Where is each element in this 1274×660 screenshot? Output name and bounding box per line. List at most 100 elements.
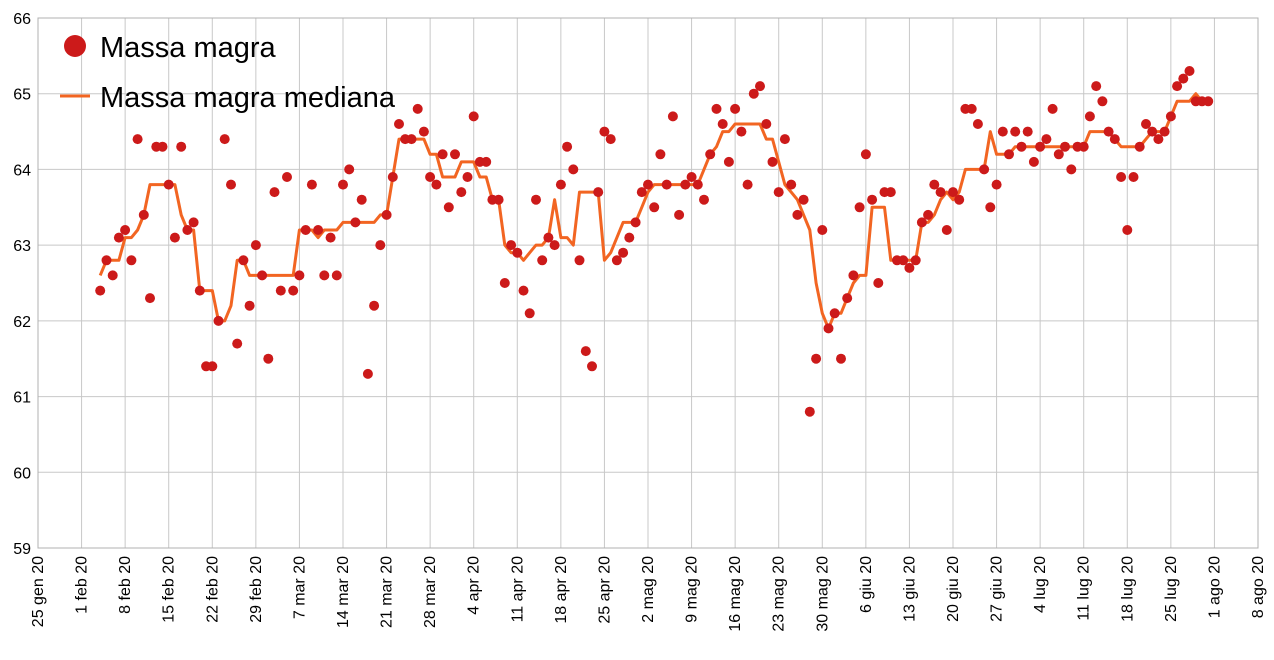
data-point xyxy=(1004,149,1014,160)
series-massa-magra xyxy=(95,66,1214,417)
data-point xyxy=(362,368,373,379)
data-point xyxy=(506,240,517,251)
data-point xyxy=(375,240,386,251)
x-tick-label: 11 apr 20 xyxy=(509,556,526,623)
data-point xyxy=(275,285,286,296)
data-point xyxy=(549,240,560,251)
data-point xyxy=(1184,66,1195,76)
data-point xyxy=(885,187,896,198)
data-point xyxy=(867,194,878,205)
data-point xyxy=(294,270,305,281)
data-point xyxy=(406,134,417,145)
data-point xyxy=(580,346,591,357)
data-point xyxy=(686,172,697,182)
data-point xyxy=(443,202,454,213)
data-point xyxy=(381,209,392,220)
data-point xyxy=(991,179,1002,190)
data-point xyxy=(929,179,940,190)
data-point xyxy=(1066,164,1077,175)
data-point xyxy=(860,149,871,160)
data-point xyxy=(194,285,205,296)
data-point xyxy=(1097,96,1108,107)
data-point xyxy=(1010,126,1021,137)
x-tick-label: 4 apr 20 xyxy=(466,556,483,615)
x-tick-label: 28 mar 20 xyxy=(422,556,439,628)
data-point xyxy=(829,308,840,319)
y-tick-label: 65 xyxy=(13,87,31,104)
data-point xyxy=(394,119,404,129)
data-point xyxy=(717,119,728,129)
data-point xyxy=(667,111,678,122)
x-tick-label: 14 mar 20 xyxy=(335,556,352,628)
y-tick-label: 60 xyxy=(13,465,31,482)
data-point xyxy=(238,255,249,266)
data-point xyxy=(649,202,660,213)
data-point xyxy=(169,232,180,243)
axes xyxy=(37,17,1259,549)
data-point xyxy=(823,323,834,334)
data-point xyxy=(979,164,990,175)
x-tick-label: 2 mag 20 xyxy=(640,556,657,623)
data-point xyxy=(126,255,137,266)
data-point xyxy=(941,225,952,235)
data-point xyxy=(512,247,523,258)
data-point xyxy=(369,300,380,311)
x-tick-label: 4 lug 20 xyxy=(1032,556,1049,613)
legend-label-massa-magra: Massa magra xyxy=(100,32,277,64)
y-tick-label: 63 xyxy=(13,238,31,255)
x-tick-label: 23 mag 20 xyxy=(771,556,788,632)
data-point xyxy=(574,255,585,266)
x-tick-label: 16 mag 20 xyxy=(727,556,744,632)
x-tick-label: 25 lug 20 xyxy=(1163,556,1180,622)
data-point xyxy=(157,141,168,152)
data-point xyxy=(1084,111,1095,122)
data-point xyxy=(182,225,193,235)
data-point xyxy=(437,149,448,160)
data-point xyxy=(1203,96,1214,107)
data-point xyxy=(997,126,1008,137)
data-point xyxy=(1159,126,1170,137)
data-point xyxy=(468,111,479,122)
data-point xyxy=(611,255,622,266)
data-point xyxy=(350,217,361,228)
data-point xyxy=(250,240,261,251)
data-point xyxy=(113,232,124,243)
x-tick-label: 15 feb 20 xyxy=(161,556,178,623)
data-point xyxy=(948,187,958,198)
data-point xyxy=(1035,141,1046,152)
data-point xyxy=(842,293,853,304)
data-point xyxy=(898,255,909,266)
data-point xyxy=(723,156,734,167)
data-point xyxy=(798,194,809,205)
data-point xyxy=(624,232,635,243)
data-point xyxy=(730,103,741,114)
data-point xyxy=(848,270,859,281)
data-point xyxy=(1122,225,1133,235)
x-tick-label: 18 apr 20 xyxy=(553,556,570,624)
data-point xyxy=(742,179,753,190)
data-point xyxy=(692,179,703,190)
data-point xyxy=(1141,119,1151,129)
data-point xyxy=(263,353,274,364)
data-point xyxy=(269,187,280,198)
legend: Massa magra Massa magra mediana xyxy=(60,32,396,114)
data-point xyxy=(779,134,790,145)
x-tick-label: 25 gen 20 xyxy=(30,556,47,627)
data-point xyxy=(431,179,442,190)
data-point xyxy=(593,187,604,198)
data-point xyxy=(257,270,268,281)
data-point xyxy=(786,179,797,190)
data-point xyxy=(817,225,828,235)
data-point xyxy=(674,209,685,220)
data-point xyxy=(804,406,815,417)
data-point xyxy=(145,293,155,304)
data-point xyxy=(1022,126,1033,137)
data-point xyxy=(537,255,548,266)
data-point xyxy=(767,156,778,167)
data-point xyxy=(680,179,691,190)
data-point xyxy=(1128,172,1139,182)
x-tick-label: 6 giu 20 xyxy=(858,556,875,613)
data-point xyxy=(412,103,423,114)
x-tick-label: 29 feb 20 xyxy=(248,556,265,623)
